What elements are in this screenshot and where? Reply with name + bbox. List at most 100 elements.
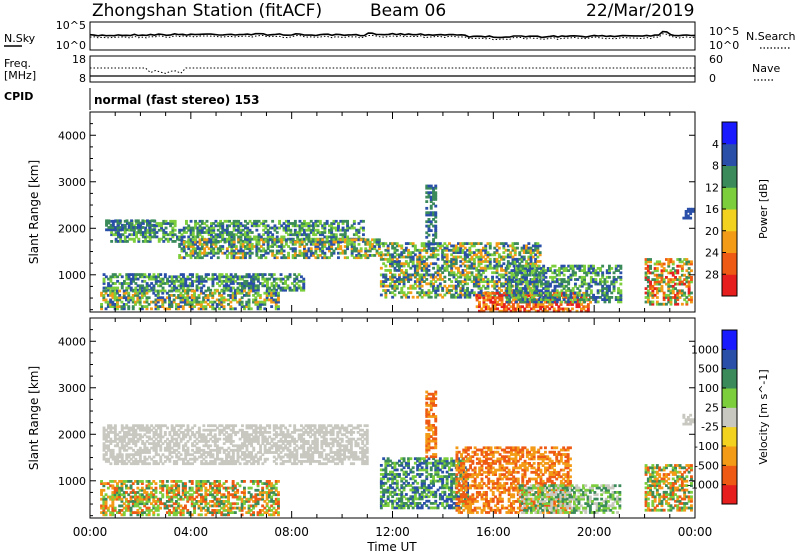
data-cell <box>674 278 677 281</box>
data-cell <box>159 440 163 443</box>
data-cell <box>136 273 140 276</box>
data-cell <box>520 255 524 259</box>
data-cell <box>544 291 548 295</box>
data-cell <box>200 453 204 457</box>
power-data-cells <box>100 184 695 313</box>
data-cell <box>468 253 472 257</box>
data-cell <box>132 273 135 276</box>
data-cell <box>172 460 176 463</box>
data-cell <box>341 251 345 255</box>
data-cell <box>222 289 226 293</box>
data-cell <box>536 305 540 309</box>
data-cell <box>136 223 140 227</box>
data-cell <box>177 457 181 461</box>
data-cell <box>395 257 399 261</box>
data-cell <box>685 302 689 306</box>
data-cell <box>425 249 429 253</box>
data-cell <box>576 287 580 290</box>
y-tick-label: 4000 <box>58 129 86 142</box>
data-cell <box>391 253 395 257</box>
data-cell <box>143 286 147 290</box>
data-cell <box>531 251 535 254</box>
data-cell <box>393 260 397 263</box>
data-cell <box>567 287 571 290</box>
data-cell <box>180 240 184 243</box>
data-cell <box>427 220 431 224</box>
data-cell <box>116 457 120 461</box>
data-cell <box>487 305 490 309</box>
data-cell <box>243 305 246 308</box>
data-cell <box>127 426 131 430</box>
data-cell <box>517 280 521 284</box>
data-cell <box>328 245 331 248</box>
data-cell <box>132 226 136 229</box>
data-cell <box>489 307 493 311</box>
data-cell <box>605 275 609 279</box>
data-cell <box>272 289 276 293</box>
data-cell <box>247 433 251 437</box>
data-cell <box>102 444 106 448</box>
data-cell <box>527 305 531 309</box>
data-cell <box>463 269 467 272</box>
data-cell <box>156 294 160 297</box>
data-cell <box>337 245 340 248</box>
data-cell <box>314 240 318 243</box>
data-cell <box>524 289 527 293</box>
data-cell <box>300 279 303 283</box>
data-cell <box>241 435 244 439</box>
data-cell <box>229 457 233 461</box>
data-cell <box>558 298 561 301</box>
data-cell <box>170 451 174 454</box>
data-cell <box>599 296 602 299</box>
data-cell <box>330 251 334 255</box>
data-cell <box>200 238 204 242</box>
data-cell <box>153 231 157 234</box>
data-cell <box>236 300 240 304</box>
data-cell <box>505 305 509 309</box>
data-cell <box>592 264 595 268</box>
data-cell <box>407 295 410 299</box>
data-cell <box>236 453 240 457</box>
data-cell <box>530 271 534 275</box>
data-cell <box>466 282 469 286</box>
data-cell <box>254 273 258 276</box>
data-cell <box>172 433 176 437</box>
data-cell <box>398 278 401 281</box>
data-cell <box>461 271 465 275</box>
data-cell <box>371 242 374 246</box>
data-cell <box>163 273 167 276</box>
data-cell <box>321 251 325 255</box>
data-cell <box>571 271 575 275</box>
data-cell <box>332 233 336 237</box>
data-cell <box>214 233 218 237</box>
data-cell <box>472 251 476 254</box>
data-cell <box>429 255 433 259</box>
data-cell <box>291 242 295 246</box>
data-cell <box>364 251 368 255</box>
data-cell <box>425 251 429 254</box>
data-cell <box>168 460 172 463</box>
data-cell <box>236 282 240 285</box>
data-cell <box>147 289 151 293</box>
data-cell <box>646 280 650 284</box>
data-cell <box>250 224 254 228</box>
data-cell <box>213 433 217 437</box>
data-cell <box>685 278 689 281</box>
data-cell <box>298 242 302 246</box>
data-cell <box>236 289 240 293</box>
data-cell <box>519 271 523 275</box>
data-cell <box>250 451 253 454</box>
data-cell <box>237 219 241 223</box>
data-cell <box>619 271 623 275</box>
data-cell <box>534 260 538 263</box>
colorbar-swatch <box>722 165 737 188</box>
data-cell <box>651 271 655 275</box>
data-cell <box>221 245 225 248</box>
data-cell <box>125 457 129 461</box>
data-cell <box>175 424 179 428</box>
data-cell <box>207 462 210 466</box>
data-cell <box>200 435 204 439</box>
data-cell <box>152 462 156 466</box>
data-cell <box>132 437 135 441</box>
data-cell <box>243 462 247 466</box>
